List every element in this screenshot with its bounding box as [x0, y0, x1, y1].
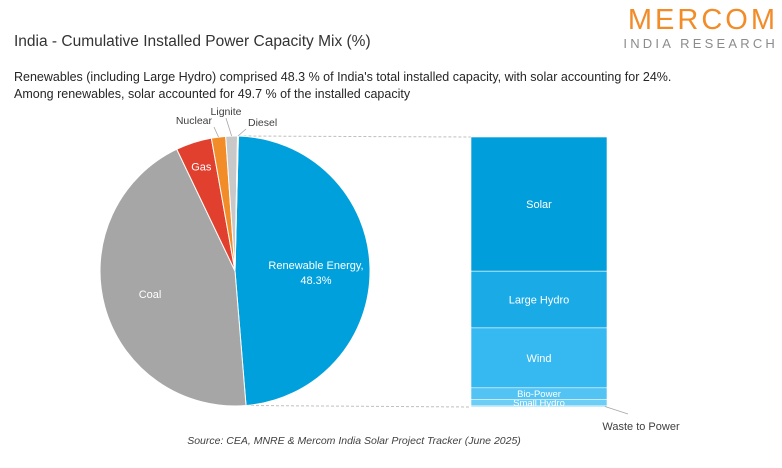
bar-label-waste-to-power: Waste to Power: [602, 421, 680, 433]
pie-label-lignite: Lignite: [211, 106, 242, 118]
subtitle-line-1: Renewables (including Large Hydro) compr…: [14, 70, 672, 84]
pie-chart: [99, 135, 371, 407]
pie-label-gas: Gas: [191, 161, 212, 173]
logo-wordmark: MERCOM: [627, 4, 778, 36]
bar-segment-large-hydro: [470, 270, 608, 329]
mercom-logo: MERCOM INDIA RESEARCH: [623, 4, 778, 52]
connector-bottom: [245, 405, 472, 408]
pie-bar-connectors: [238, 135, 472, 408]
pie-slice-coal: [99, 148, 247, 407]
bar-segment-wind: [470, 327, 608, 389]
pie-label-coal: Coal: [139, 289, 162, 301]
bar-segment-waste-to-power: [470, 405, 608, 408]
pie-label-diesel: Diesel: [248, 117, 277, 129]
bar-label-large-hydro: Large Hydro: [509, 295, 570, 307]
bar-label-bio-power: Bio-Power: [517, 389, 561, 400]
bar-segment-solar: [470, 136, 608, 272]
pie-labels: Renewable Energy, 48.3% Coal Gas NuclearLign…: [139, 106, 364, 301]
subtitle-line-2: Among renewables, solar accounted for 49…: [14, 87, 411, 101]
stacked-bar: [470, 136, 608, 408]
leader-line-nuclear: [213, 126, 219, 138]
bar-label-small-hydro: Small Hydro: [513, 398, 565, 409]
leader-line-lignite: [225, 117, 232, 137]
source-note: Source: CEA, MNRE & Mercom India Solar P…: [187, 435, 521, 447]
bar-label-wind: Wind: [526, 353, 551, 365]
logo-tagline: INDIA RESEARCH: [623, 36, 778, 51]
pie-label-renewable-energy: Renewable Energy, 48.3%: [268, 260, 363, 287]
connector-top: [238, 135, 472, 138]
pie-slice-renewable-energy: [234, 135, 371, 407]
leader-line-waste-to-power: [604, 406, 629, 415]
leader-line-diesel: [237, 128, 247, 137]
chart-title: India - Cumulative Installed Power Capac…: [14, 33, 371, 50]
bar-label-solar: Solar: [526, 199, 552, 211]
chart-subtitle: Renewables (including Large Hydro) compr…: [14, 69, 774, 103]
pie-label-nuclear: Nuclear: [176, 115, 213, 127]
